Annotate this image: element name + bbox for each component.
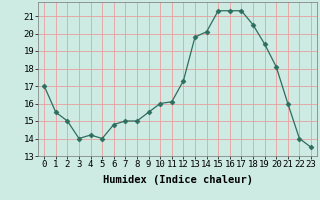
X-axis label: Humidex (Indice chaleur): Humidex (Indice chaleur) [103, 175, 252, 185]
